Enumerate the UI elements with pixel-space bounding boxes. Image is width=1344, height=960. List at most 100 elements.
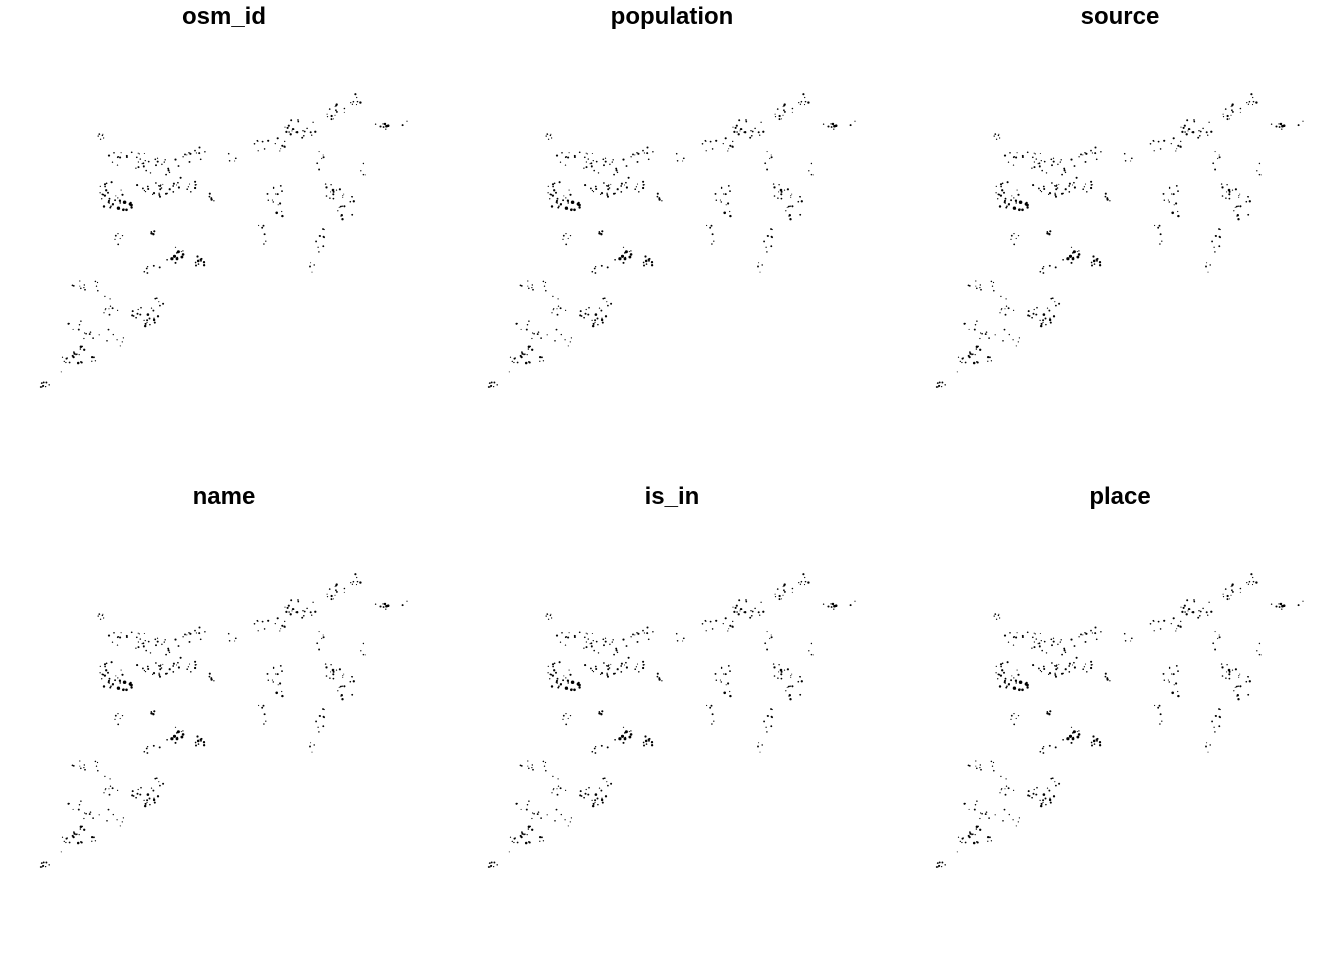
map-point: [757, 745, 759, 748]
map-point: [1168, 186, 1171, 189]
map-point: [118, 207, 121, 210]
map-point: [1230, 114, 1232, 116]
map-point: [1026, 206, 1029, 209]
map-point: [1258, 173, 1261, 176]
map-point: [1058, 303, 1060, 305]
map-point: [131, 310, 134, 313]
map-point: [137, 161, 140, 163]
map-point: [80, 361, 83, 364]
map-point: [120, 669, 122, 671]
map-point: [234, 640, 236, 642]
map-point: [1011, 675, 1013, 677]
map-point: [198, 626, 201, 629]
map-point: [1092, 739, 1096, 743]
map-point: [760, 601, 762, 603]
map-point: [97, 289, 99, 292]
map-point: [757, 265, 759, 268]
map-point: [810, 173, 813, 176]
map-point: [79, 760, 81, 762]
map-point: [146, 266, 149, 268]
map-point: [545, 289, 547, 292]
map-point: [986, 355, 990, 359]
map-point: [594, 185, 597, 188]
map-point: [154, 158, 157, 161]
map-point: [1010, 714, 1013, 717]
map-point: [311, 271, 313, 273]
map-point: [83, 766, 85, 769]
map-point: [68, 802, 70, 805]
map-point: [1214, 714, 1217, 717]
map-point: [284, 126, 286, 128]
map-point: [566, 199, 570, 202]
map-point: [138, 633, 140, 635]
map-point: [1239, 673, 1241, 675]
map-point: [628, 735, 632, 739]
map-point: [520, 328, 522, 330]
map-point: [1198, 614, 1201, 617]
map-point: [142, 642, 145, 645]
map-point: [1130, 637, 1133, 640]
map-point: [1098, 261, 1102, 264]
map-point: [140, 306, 142, 309]
map-point: [330, 114, 333, 118]
map-point: [1005, 686, 1008, 689]
map-point: [1004, 682, 1006, 684]
map-point: [552, 665, 554, 668]
map-point: [1123, 152, 1126, 155]
map-point: [73, 832, 76, 835]
map-point: [997, 193, 1000, 196]
map-point: [1001, 788, 1003, 790]
map-point: [1198, 609, 1200, 612]
map-point: [1048, 264, 1051, 267]
map-point: [149, 652, 152, 654]
map-point: [729, 624, 732, 627]
map-point: [583, 156, 586, 159]
map-point: [1094, 146, 1097, 149]
map-point: [276, 193, 279, 196]
map-point: [108, 313, 111, 316]
map-point: [141, 187, 144, 190]
map-point: [1026, 631, 1029, 634]
map-point: [1062, 738, 1064, 741]
map-point: [153, 710, 156, 713]
map-point: [271, 199, 273, 201]
map-point: [149, 803, 151, 806]
map-point: [151, 673, 154, 676]
map-point: [985, 811, 988, 813]
map-point: [1187, 610, 1189, 612]
map-point: [791, 107, 794, 110]
map-point: [1162, 192, 1165, 195]
map-point: [1051, 164, 1053, 167]
map-point: [279, 150, 281, 152]
map-point: [330, 664, 332, 666]
map-point: [152, 672, 156, 675]
map-point: [338, 686, 340, 689]
map-point: [1013, 723, 1016, 726]
map-point: [354, 93, 357, 96]
map-point: [979, 828, 982, 831]
map-point: [1000, 775, 1002, 778]
map-point: [994, 814, 996, 816]
map-point: [731, 625, 734, 628]
map-point: [995, 618, 998, 620]
map-point: [1046, 232, 1049, 235]
map-point: [321, 637, 323, 640]
map-point: [757, 611, 760, 614]
map-point: [591, 324, 595, 328]
map-point: [984, 333, 987, 336]
map-point: [1250, 573, 1253, 576]
map-point: [1230, 586, 1232, 588]
map-point: [725, 204, 727, 206]
map-point: [385, 608, 387, 610]
map-point: [145, 649, 147, 652]
map-point: [632, 153, 634, 156]
map-point: [258, 704, 260, 707]
map-point: [184, 153, 186, 156]
map-point: [1239, 685, 1242, 688]
map-point: [1018, 688, 1021, 692]
map-point: [172, 665, 175, 667]
map-point: [164, 639, 166, 641]
map-point: [610, 783, 612, 785]
map-point: [588, 786, 590, 789]
map-point: [561, 151, 563, 154]
